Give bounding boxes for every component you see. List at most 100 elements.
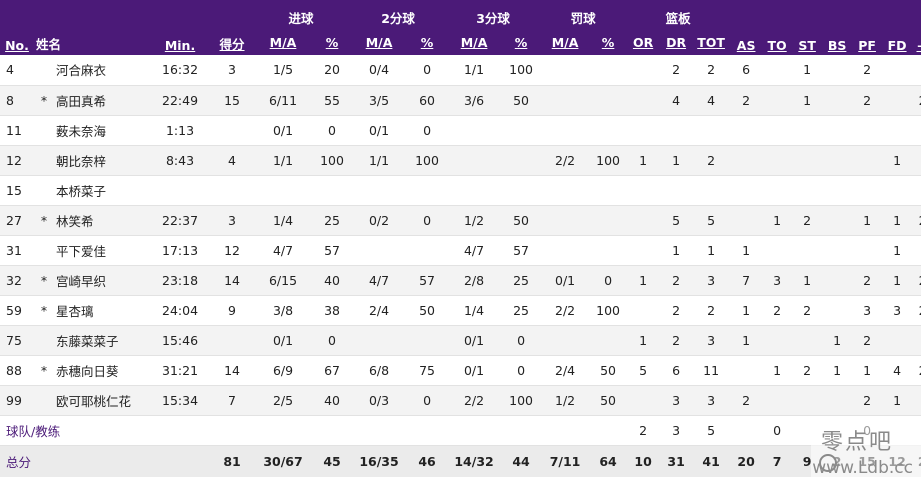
header-pf[interactable]: PF bbox=[858, 38, 876, 53]
fg-ma: 6/11 bbox=[252, 85, 315, 116]
turnovers: 1 bbox=[762, 355, 793, 386]
3p-ma bbox=[446, 145, 503, 176]
header-tot[interactable]: TOT bbox=[697, 34, 725, 50]
2p-pct bbox=[408, 235, 447, 266]
ft-ma bbox=[540, 55, 591, 86]
header-ft-pct[interactable]: % bbox=[601, 34, 615, 50]
header-pts[interactable]: 得分 bbox=[219, 37, 245, 52]
player-name: 欧可耶桃仁花 bbox=[54, 385, 149, 416]
player-name: 平下爱佳 bbox=[54, 235, 149, 266]
fouls-drawn: 3 bbox=[882, 295, 913, 326]
2p-ma bbox=[350, 175, 409, 206]
totals-ft-ma: 7/11 bbox=[549, 453, 581, 469]
assists: 1 bbox=[730, 235, 763, 266]
starter-mark bbox=[34, 55, 54, 86]
header-st[interactable]: ST bbox=[798, 38, 816, 53]
fg-pct bbox=[314, 175, 351, 206]
off-reb: 5 bbox=[626, 355, 661, 386]
fouls: 2 bbox=[852, 385, 883, 416]
off-reb bbox=[626, 295, 661, 326]
totals-row: 总分 81 30/67 45 16/35 46 14/32 44 7/11 64… bbox=[0, 445, 921, 477]
assists bbox=[730, 175, 763, 206]
totals-2p-ma: 16/35 bbox=[359, 453, 399, 469]
blocks: 1 bbox=[822, 325, 853, 356]
plus-minus: 27 bbox=[912, 205, 921, 236]
plus-minus: -8 bbox=[912, 145, 921, 176]
off-reb: 1 bbox=[626, 325, 661, 356]
header-or[interactable]: OR bbox=[632, 34, 654, 50]
header-to[interactable]: TO bbox=[767, 38, 787, 53]
turnovers bbox=[762, 385, 793, 416]
header-fg-ma[interactable]: M/A bbox=[269, 34, 297, 50]
player-row: 32 * 宫崎早织 23:18 14 6/15 40 4/7 57 2/8 25 0/1 0 1 2 3 7 3 1… bbox=[0, 265, 921, 296]
assists bbox=[730, 115, 763, 146]
3p-pct: 0 bbox=[502, 355, 541, 386]
fg-pct: 0 bbox=[314, 115, 351, 146]
steals bbox=[792, 175, 823, 206]
plus-minus: 27 bbox=[912, 355, 921, 386]
ft-pct bbox=[590, 235, 627, 266]
plus-minus: 6 bbox=[912, 385, 921, 416]
steals bbox=[792, 235, 823, 266]
minutes bbox=[148, 175, 213, 206]
blocks: 1 bbox=[822, 355, 853, 386]
tot-reb: 2 bbox=[692, 295, 731, 326]
3p-pct: 25 bbox=[502, 295, 541, 326]
fg-ma: 4/7 bbox=[252, 235, 315, 266]
fouls-drawn: 1 bbox=[882, 145, 913, 176]
2p-ma: 4/7 bbox=[350, 265, 409, 296]
turnovers bbox=[762, 235, 793, 266]
player-name: 林笑希 bbox=[54, 205, 149, 236]
points: 14 bbox=[212, 355, 253, 386]
header-2p-ma[interactable]: M/A bbox=[365, 34, 393, 50]
header-bs[interactable]: BS bbox=[827, 38, 847, 53]
3p-ma: 2/2 bbox=[446, 385, 503, 416]
3p-ma: 2/8 bbox=[446, 265, 503, 296]
ft-pct bbox=[590, 325, 627, 356]
steals: 1 bbox=[792, 85, 823, 116]
starter-mark bbox=[34, 325, 54, 356]
header-plus-minus[interactable]: +/- bbox=[912, 0, 921, 55]
tot-reb: 3 bbox=[692, 325, 731, 356]
header-no[interactable]: No. bbox=[5, 38, 29, 53]
assists: 2 bbox=[730, 85, 763, 116]
2p-ma: 0/1 bbox=[350, 115, 409, 146]
2p-pct: 100 bbox=[408, 145, 447, 176]
header-reb: 篮板 bbox=[665, 11, 691, 26]
header-3p-ma[interactable]: M/A bbox=[460, 34, 488, 50]
header-ft-ma[interactable]: M/A bbox=[551, 34, 579, 50]
header-3p-pct[interactable]: % bbox=[514, 34, 528, 50]
3p-pct: 50 bbox=[502, 85, 541, 116]
tot-reb: 2 bbox=[692, 145, 731, 176]
header-fg-pct[interactable]: % bbox=[325, 34, 339, 50]
off-reb bbox=[626, 205, 661, 236]
team-to: 0 bbox=[762, 415, 793, 446]
ft-pct bbox=[590, 85, 627, 116]
2p-pct: 0 bbox=[408, 115, 447, 146]
header-min[interactable]: Min. bbox=[164, 38, 196, 53]
fg-pct: 0 bbox=[314, 325, 351, 356]
fouls bbox=[852, 115, 883, 146]
points bbox=[212, 115, 253, 146]
3p-pct: 50 bbox=[502, 205, 541, 236]
header-fd[interactable]: FD bbox=[887, 38, 907, 53]
header-as[interactable]: AS bbox=[736, 38, 756, 53]
fg-ma: 0/1 bbox=[252, 325, 315, 356]
tot-reb: 5 bbox=[692, 205, 731, 236]
3p-ma: 1/4 bbox=[446, 295, 503, 326]
blocks bbox=[822, 295, 853, 326]
3p-ma bbox=[446, 175, 503, 206]
header-dr[interactable]: DR bbox=[666, 34, 687, 50]
minutes: 17:13 bbox=[148, 235, 213, 266]
player-no: 88 bbox=[0, 355, 34, 386]
header-2p-pct[interactable]: % bbox=[420, 34, 434, 50]
turnovers bbox=[762, 115, 793, 146]
ft-pct: 100 bbox=[590, 145, 627, 176]
def-reb: 5 bbox=[660, 205, 693, 236]
player-no: 27 bbox=[0, 205, 34, 236]
def-reb bbox=[660, 115, 693, 146]
fouls: 1 bbox=[852, 355, 883, 386]
